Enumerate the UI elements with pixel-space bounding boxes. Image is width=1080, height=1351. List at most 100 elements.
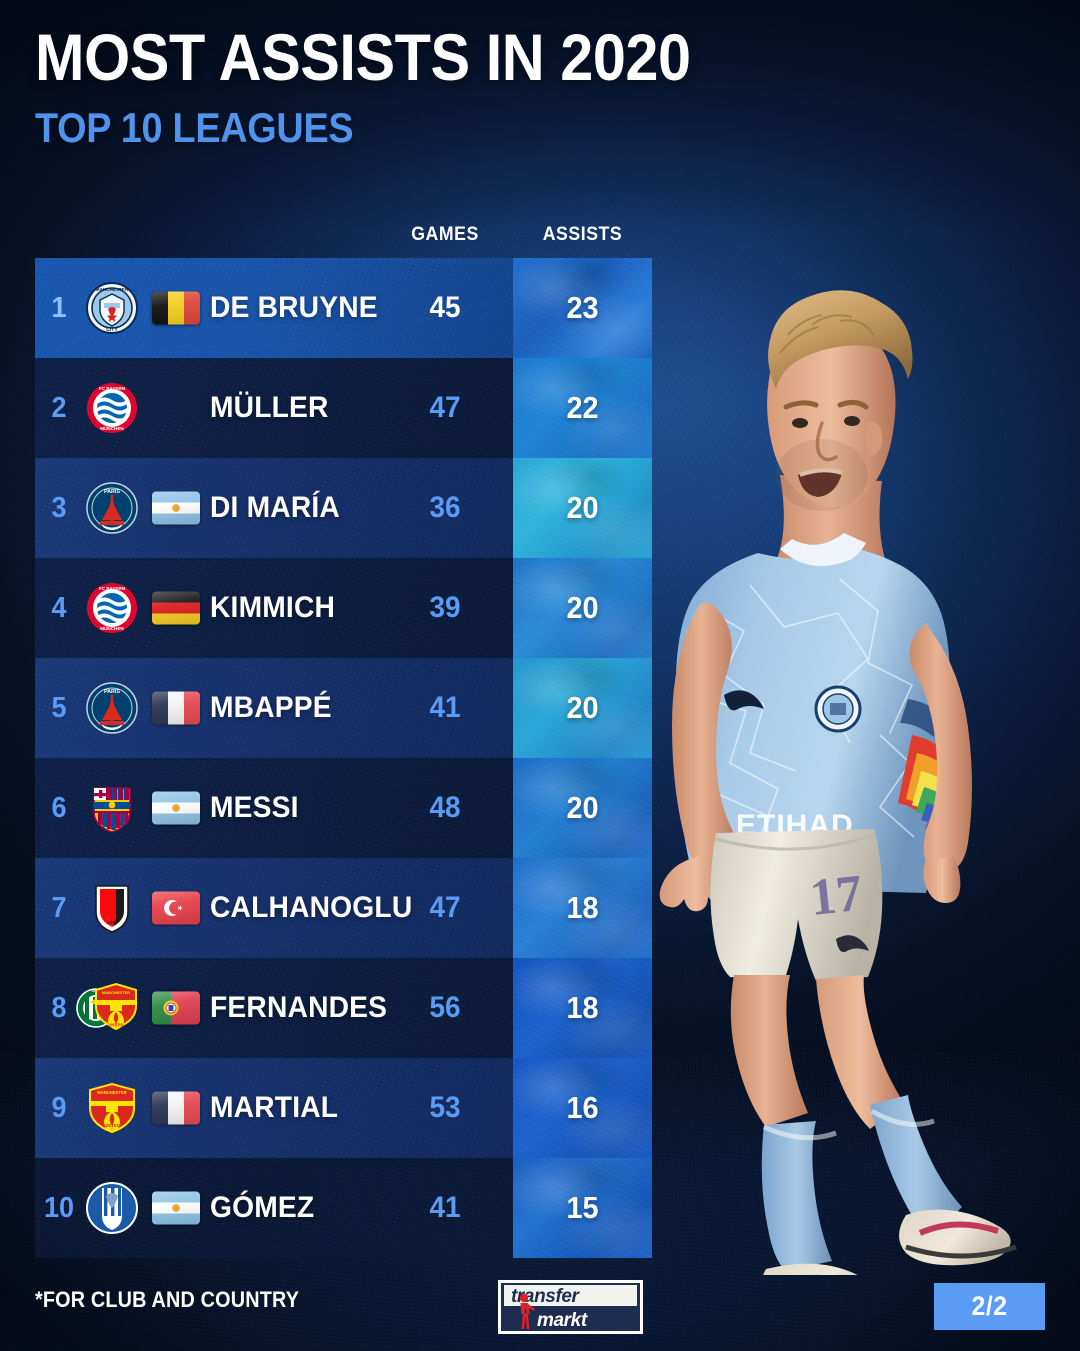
rank-number: 8 xyxy=(51,991,67,1024)
player-name: MARTIAL xyxy=(210,1091,339,1124)
svg-text:ACM: ACM xyxy=(107,920,117,925)
ranking-table: 1 MANCHESTER CITY DE BRUYNE 45 23 2 FC BAYERN MÜ… xyxy=(0,258,680,1258)
assists-value: 15 xyxy=(566,1190,599,1225)
assists-cell: 16 xyxy=(513,1058,652,1158)
rank-number: 1 xyxy=(51,291,67,324)
rank-number: 4 xyxy=(51,591,67,624)
header-block: MOST ASSISTS IN 2020 TOP 10 LEAGUES xyxy=(35,20,763,152)
rank-number: 10 xyxy=(43,1191,74,1224)
assists-cell: 20 xyxy=(513,758,652,858)
table-row[interactable]: 7 ACM CALHANOGLU 47 18 xyxy=(0,858,652,958)
country-flag-icon xyxy=(152,291,200,325)
svg-text:MÜNCHEN: MÜNCHEN xyxy=(100,625,124,631)
player-name: GÓMEZ xyxy=(210,1191,315,1224)
table-row[interactable]: 4 FC BAYERN MÜNCHEN KIMMICH 39 20 xyxy=(0,558,652,658)
games-value: 41 xyxy=(429,1191,461,1224)
svg-text:1907: 1907 xyxy=(107,1224,118,1229)
country-flag-icon xyxy=(152,891,200,925)
svg-text:CITY: CITY xyxy=(106,327,118,333)
player-name: MBAPPÉ xyxy=(210,691,332,724)
table-row[interactable]: 1 MANCHESTER CITY DE BRUYNE 45 23 xyxy=(0,258,652,358)
player-name: MÜLLER xyxy=(210,391,329,424)
games-value: 47 xyxy=(429,391,461,424)
svg-text:17: 17 xyxy=(807,865,865,927)
games-value: 39 xyxy=(429,591,461,624)
svg-text:MANCHESTER: MANCHESTER xyxy=(97,1090,127,1095)
table-row[interactable]: 10 1907 GÓMEZ 41 15 xyxy=(0,1158,652,1258)
player-name: DI MARÍA xyxy=(210,491,340,524)
svg-text:PARIS: PARIS xyxy=(104,689,120,695)
club-crest-icon: SCPMANCHESTERUNITED xyxy=(76,982,138,1034)
club-crest-icon: ACM xyxy=(86,882,138,934)
row-background xyxy=(35,558,513,658)
assists-value: 23 xyxy=(566,290,599,325)
games-value: 48 xyxy=(429,791,461,824)
country-flag-icon xyxy=(152,691,200,725)
svg-text:MANCHESTER: MANCHESTER xyxy=(102,990,130,995)
assists-value: 20 xyxy=(566,790,599,825)
column-header-games: GAMES xyxy=(411,224,479,245)
table-row[interactable]: 3 PARIS DI MARÍA 36 20 xyxy=(0,458,652,558)
games-value: 47 xyxy=(429,891,461,924)
assists-value: 20 xyxy=(566,490,599,525)
games-value: 53 xyxy=(429,1091,461,1124)
assists-cell: 23 xyxy=(513,258,652,358)
svg-text:PARIS: PARIS xyxy=(104,489,120,495)
page-title: MOST ASSISTS IN 2020 xyxy=(35,20,691,94)
player-photo-de-bruyne: ETIHAD AIRWAYS 17 xyxy=(640,175,1080,1275)
country-flag-icon xyxy=(152,491,200,525)
assists-cell: 18 xyxy=(513,958,652,1058)
country-flag-icon xyxy=(152,991,200,1025)
club-crest-icon: 1907 xyxy=(86,1182,138,1234)
table-row[interactable]: 6 MESSI 48 20 xyxy=(0,758,652,858)
svg-text:markt: markt xyxy=(537,1310,588,1331)
assists-value: 16 xyxy=(566,1090,599,1125)
player-name: FERNANDES xyxy=(210,991,388,1024)
row-background xyxy=(35,958,513,1058)
assists-cell: 22 xyxy=(513,358,652,458)
footnote: *FOR CLUB AND COUNTRY xyxy=(35,1287,300,1312)
table-row[interactable]: 9 MANCHESTER UNITED MARTIAL 53 16 xyxy=(0,1058,652,1158)
table-row[interactable]: 5 PARIS MBAPPÉ 41 20 xyxy=(0,658,652,758)
assists-value: 22 xyxy=(566,390,599,425)
table-row[interactable]: 2 FC BAYERN MÜNCHEN MÜLLER 47 22 xyxy=(0,358,652,458)
club-crest-icon: FC BAYERN MÜNCHEN xyxy=(86,382,138,434)
row-background xyxy=(35,658,513,758)
page-indicator: 2/2 xyxy=(934,1283,1045,1330)
club-crest-icon: FC BAYERN MÜNCHEN xyxy=(86,582,138,634)
assists-value: 18 xyxy=(566,890,599,925)
player-name: MESSI xyxy=(210,791,299,824)
player-name: CALHANOGLU xyxy=(210,891,413,924)
rank-number: 3 xyxy=(51,491,67,524)
club-crest-icon: PARIS xyxy=(86,482,138,534)
page-subtitle: TOP 10 LEAGUES xyxy=(35,104,354,152)
assists-value: 20 xyxy=(566,690,599,725)
rank-number: 6 xyxy=(51,791,67,824)
assists-value: 20 xyxy=(566,590,599,625)
country-flag-icon xyxy=(152,1091,200,1125)
player-name: KIMMICH xyxy=(210,591,336,624)
svg-text:UNITED: UNITED xyxy=(109,1022,124,1027)
games-value: 56 xyxy=(429,991,461,1024)
club-crest-icon: MANCHESTER UNITED xyxy=(86,1082,138,1134)
player-name: DE BRUYNE xyxy=(210,291,378,324)
club-crest-icon xyxy=(86,782,138,834)
svg-text:transfer: transfer xyxy=(511,1286,581,1307)
assists-cell: 20 xyxy=(513,458,652,558)
country-flag-icon xyxy=(152,591,200,625)
assists-cell: 20 xyxy=(513,558,652,658)
assists-value: 18 xyxy=(566,990,599,1025)
assists-cell: 20 xyxy=(513,658,652,758)
rank-number: 9 xyxy=(51,1091,67,1124)
club-crest-icon: PARIS xyxy=(86,682,138,734)
svg-text:MÜNCHEN: MÜNCHEN xyxy=(100,425,124,431)
transfermarkt-logo: transfer markt xyxy=(497,1279,644,1335)
rank-number: 5 xyxy=(51,691,67,724)
table-row[interactable]: 8SCPMANCHESTERUNITEDFERNANDES5618 xyxy=(0,958,652,1058)
row-background xyxy=(35,858,513,958)
column-header-assists: ASSISTS xyxy=(542,224,623,245)
country-flag-icon xyxy=(152,791,200,825)
background-top-shade xyxy=(0,0,1080,230)
svg-text:FC BAYERN: FC BAYERN xyxy=(99,386,126,391)
games-value: 41 xyxy=(429,691,461,724)
